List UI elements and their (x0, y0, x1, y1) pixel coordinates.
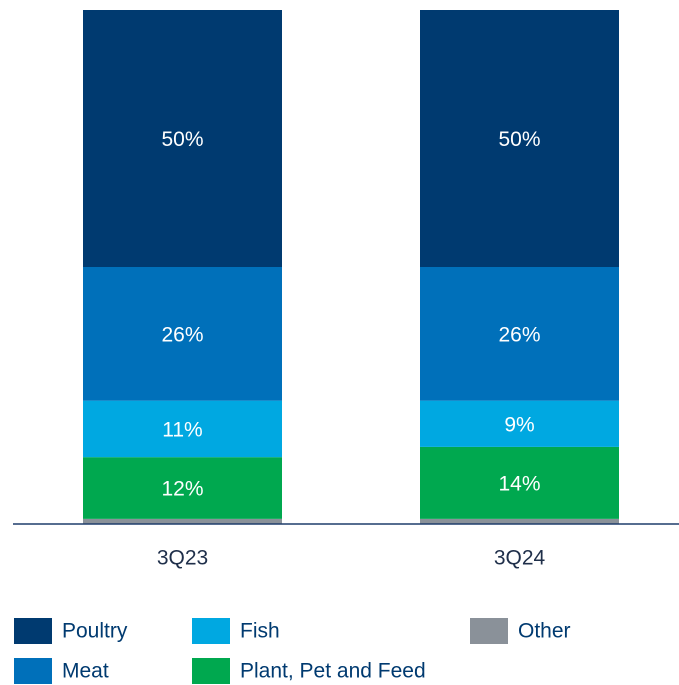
legend-label: Fish (240, 620, 280, 643)
bar-segment (420, 518, 619, 524)
bar-segment (83, 518, 282, 524)
bar-segment (420, 267, 619, 401)
legend-swatch (470, 618, 508, 644)
legend-swatch (14, 658, 52, 684)
legend-label: Meat (62, 660, 109, 683)
data-label: 50% (161, 128, 203, 151)
legend-swatch (192, 618, 230, 644)
bar-segment (420, 10, 619, 267)
x-tick-label: 3Q24 (494, 547, 546, 570)
legend-label: Plant, Pet and Feed (240, 660, 426, 683)
bar-segment (83, 267, 282, 401)
data-label: 26% (498, 323, 540, 346)
bar-segment (83, 10, 282, 267)
x-tick-label: 3Q23 (157, 547, 208, 570)
data-label: 26% (161, 323, 203, 346)
data-label: 50% (498, 128, 540, 151)
bar-segment (420, 400, 619, 447)
data-label: 12% (161, 478, 203, 501)
data-label: 9% (504, 413, 534, 436)
legend-swatch (192, 658, 230, 684)
bar-segment (83, 400, 282, 458)
data-label: 11% (162, 418, 202, 441)
bar-segment (83, 457, 282, 519)
legend-label: Other (518, 620, 571, 643)
legend-label: Poultry (62, 620, 128, 643)
legend-swatch (14, 618, 52, 644)
data-label: 14% (498, 472, 540, 495)
bar-segment (420, 446, 619, 519)
